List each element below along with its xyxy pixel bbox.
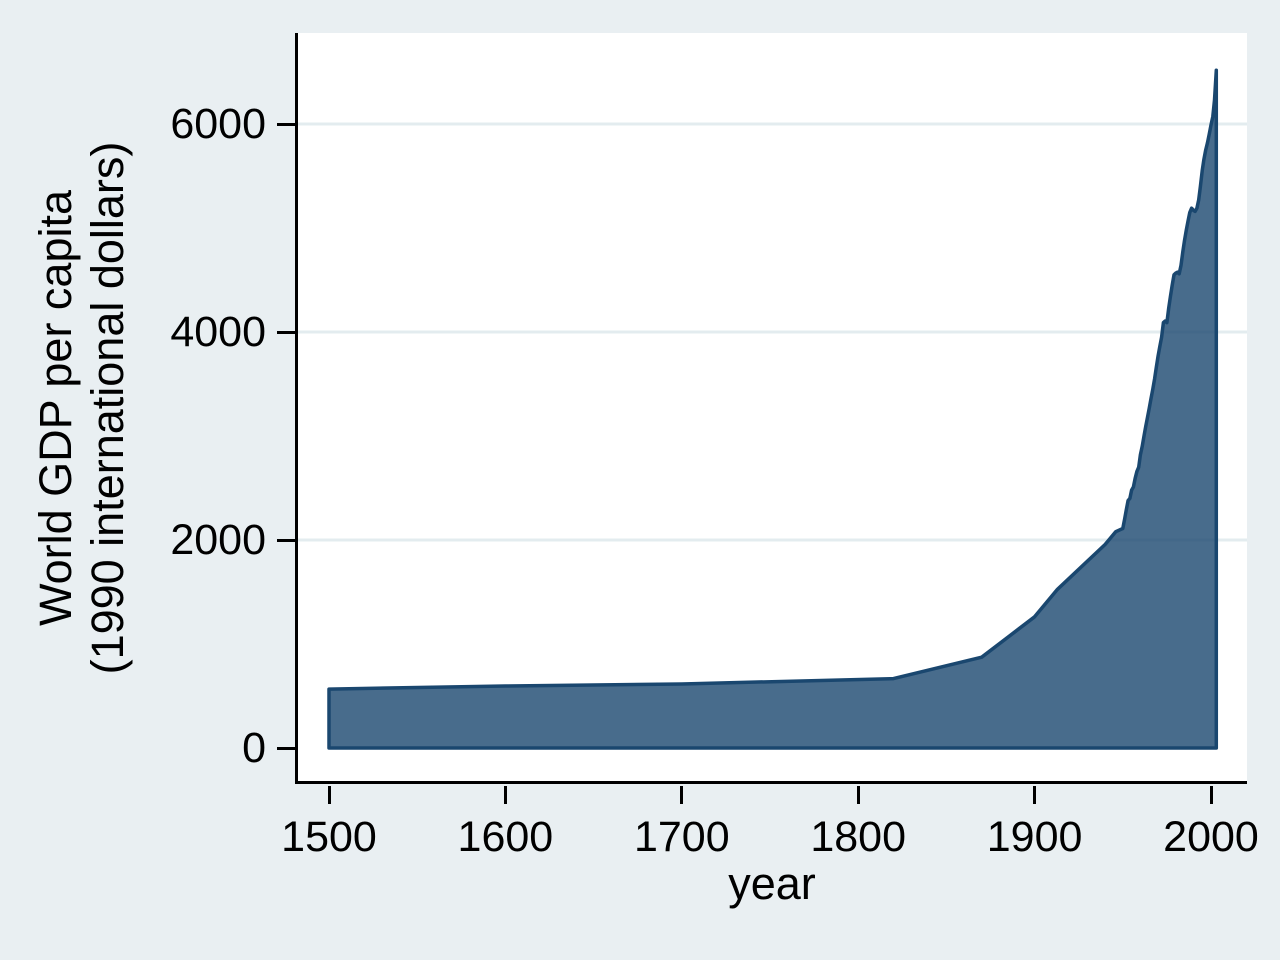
x-tick-label-2000: 2000 xyxy=(1163,813,1259,861)
x-tick-1900 xyxy=(1033,786,1037,804)
gdp-area-series xyxy=(327,68,1219,750)
y-axis-title: World GDP per capita (1990 international… xyxy=(30,0,134,908)
x-tick-2000 xyxy=(1209,786,1213,804)
x-axis-title: year xyxy=(728,858,816,909)
y-axis-title-line-1: World GDP per capita xyxy=(30,189,81,627)
y-tick-label-2000: 2000 xyxy=(170,516,266,564)
y-tick-0 xyxy=(277,746,295,750)
x-tick-1800 xyxy=(856,786,860,804)
x-tick-1600 xyxy=(503,786,507,804)
y-tick-6000 xyxy=(277,122,295,126)
x-tick-1500 xyxy=(327,786,331,804)
y-tick-label-6000: 6000 xyxy=(170,100,266,148)
y-axis-title-line-2: (1990 international dollars) xyxy=(82,141,133,675)
y-tick-2000 xyxy=(277,538,295,542)
x-tick-label-1900: 1900 xyxy=(986,813,1083,861)
y-tick-label-0: 0 xyxy=(242,724,266,772)
area-chart xyxy=(297,68,1247,750)
y-axis-line xyxy=(295,33,298,784)
x-tick-label-1600: 1600 xyxy=(457,813,554,861)
x-axis-line xyxy=(295,781,1247,784)
y-tick-label-4000: 4000 xyxy=(170,308,266,356)
x-tick-label-1700: 1700 xyxy=(633,813,730,861)
y-tick-4000 xyxy=(277,330,295,334)
x-tick-1700 xyxy=(680,786,684,804)
x-tick-label-1800: 1800 xyxy=(810,813,907,861)
x-tick-label-1500: 1500 xyxy=(281,813,377,861)
